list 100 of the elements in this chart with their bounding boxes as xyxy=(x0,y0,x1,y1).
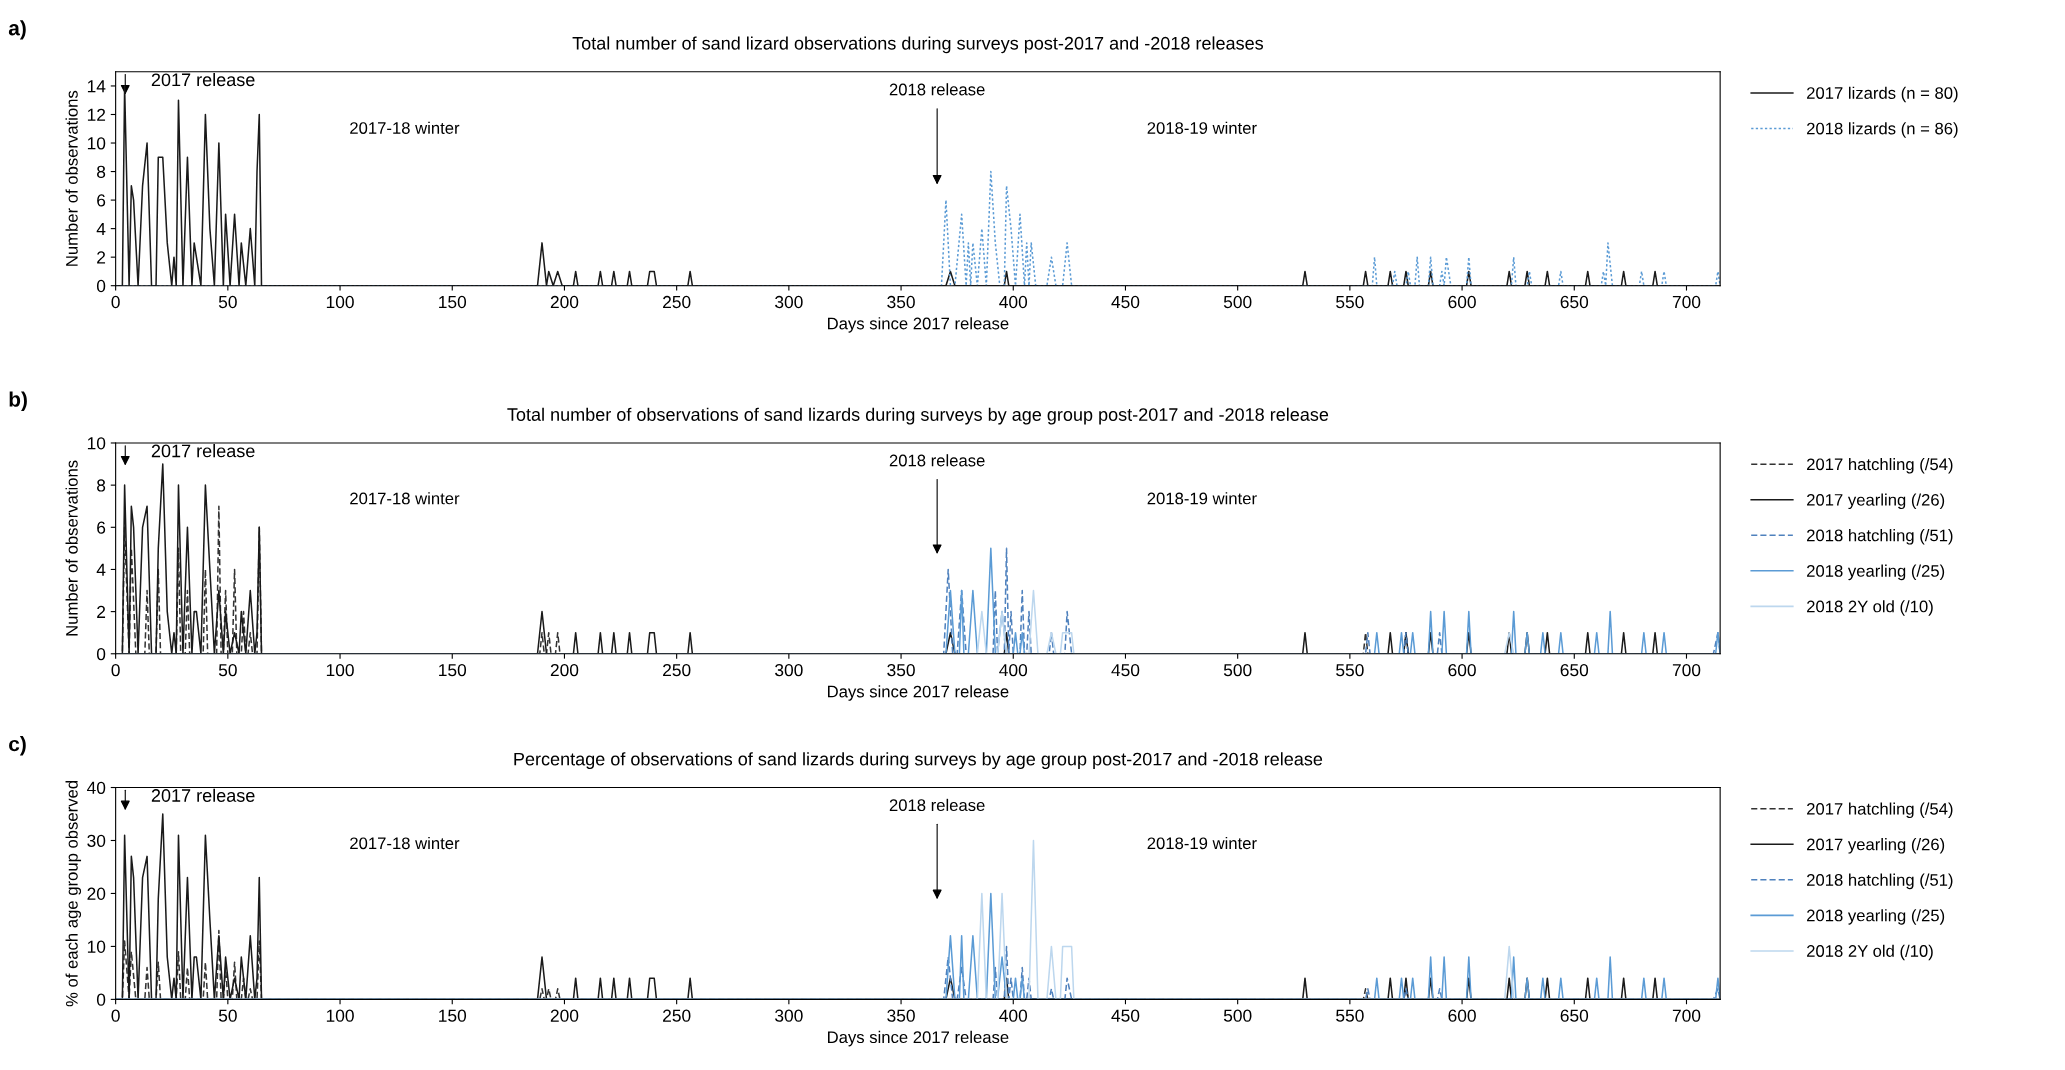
x-tick-label: 200 xyxy=(550,663,579,677)
x-tick-label: 450 xyxy=(1111,1009,1140,1022)
x-tick-label: 650 xyxy=(1560,295,1589,309)
x-tick-label: 700 xyxy=(1672,663,1701,677)
y-axis-title: Number of observations xyxy=(65,460,78,636)
text: a) xyxy=(8,20,26,40)
x-tick-label: 450 xyxy=(1111,295,1140,309)
annotation: 2018-19 winter xyxy=(1147,121,1257,134)
x-tick-label: 400 xyxy=(999,295,1028,309)
x-tick-label: 400 xyxy=(999,663,1028,677)
y-tick-label: 2 xyxy=(97,251,106,264)
annotation: 2018-19 winter xyxy=(1147,492,1257,505)
x-tick-label: 350 xyxy=(887,663,915,677)
annotation: 2018 release xyxy=(889,83,985,96)
y-axis-title: Number of observations xyxy=(65,90,78,266)
x-tick-label: 500 xyxy=(1223,663,1252,677)
x-axis-title: Days since 2017 release xyxy=(828,317,1009,333)
x-tick-label: 400 xyxy=(999,1009,1028,1022)
x-tick-label: 700 xyxy=(1672,295,1701,309)
y-axis-title: % of each age group observed xyxy=(65,781,82,1007)
y-tick-label: 0 xyxy=(96,279,106,293)
annotation: 2017 release xyxy=(151,788,255,802)
x-tick-label: 50 xyxy=(218,295,237,309)
x-tick-label: 250 xyxy=(663,1009,691,1022)
text: c) xyxy=(9,736,26,756)
annotation: 2018 release xyxy=(889,454,985,467)
x-tick-label: 650 xyxy=(1560,1009,1589,1022)
legend-label: 2018 yearling (/25) xyxy=(1807,564,1945,581)
y-tick-label: 14 xyxy=(87,80,106,93)
y-tick-label: 30 xyxy=(87,834,106,847)
x-tick-label: 100 xyxy=(326,295,354,309)
annotation: 2017 release xyxy=(151,444,255,458)
y-tick-label: 2 xyxy=(97,605,106,618)
x-tick-label: 0 xyxy=(111,663,120,677)
x-tick-label: 200 xyxy=(550,1009,579,1022)
x-tick-label: 150 xyxy=(439,295,467,309)
x-tick-label: 100 xyxy=(326,663,354,677)
x-tick-label: 300 xyxy=(775,663,803,677)
y-tick-label: 10 xyxy=(87,940,106,953)
annotation: 2017-18 winter xyxy=(350,836,460,850)
legend-label: 2017 yearling (/26) xyxy=(1807,838,1945,854)
text: b) xyxy=(9,391,27,411)
y-tick-label: 4 xyxy=(96,563,106,576)
x-tick-label: 600 xyxy=(1448,295,1476,309)
x-tick-label: 500 xyxy=(1223,1009,1252,1022)
legend-label: 2018 hatchling (/51) xyxy=(1807,529,1953,545)
legend-label: 2018 lizards (n = 86) xyxy=(1807,122,1958,138)
x-tick-label: 500 xyxy=(1223,295,1252,309)
x-axis-title: Days since 2017 release xyxy=(828,1030,1009,1047)
x-tick-label: 250 xyxy=(663,663,691,677)
chart-title: Total number of observations of sand lizards during surveys by age group post-2017 and -2018 release xyxy=(507,407,1329,425)
x-tick-label: 650 xyxy=(1560,663,1589,677)
x-tick-label: 350 xyxy=(887,295,915,309)
x-tick-label: 150 xyxy=(439,663,467,677)
annotation: 2017-18 winter xyxy=(350,492,460,505)
annotation: 2018-19 winter xyxy=(1147,836,1257,850)
x-tick-label: 450 xyxy=(1111,663,1140,677)
y-tick-label: 0 xyxy=(96,993,106,1006)
x-tick-label: 200 xyxy=(550,295,579,309)
x-tick-label: 150 xyxy=(439,1009,467,1022)
x-tick-label: 600 xyxy=(1448,1009,1476,1022)
x-tick-label: 300 xyxy=(775,1009,803,1022)
y-tick-label: 10 xyxy=(87,137,106,150)
legend-label: 2018 hatchling (/51) xyxy=(1807,873,1953,890)
chart-title: Total number of sand lizard observations during surveys post-2017 and -2018 releases xyxy=(572,36,1264,54)
y-tick-label: 4 xyxy=(96,222,106,235)
legend-label: 2018 yearling (/25) xyxy=(1807,909,1945,925)
x-axis-title: Days since 2017 release xyxy=(828,685,1009,701)
x-tick-label: 600 xyxy=(1448,663,1476,677)
x-tick-label: 50 xyxy=(218,1009,237,1022)
legend-label: 2017 yearling (/26) xyxy=(1807,493,1945,510)
x-tick-label: 700 xyxy=(1672,1009,1701,1022)
y-tick-label: 20 xyxy=(87,887,106,900)
legend-label: 2018 2Y old (/10) xyxy=(1807,944,1933,961)
y-tick-label: 0 xyxy=(96,647,106,661)
annotation: 2018 release xyxy=(889,798,985,812)
y-tick-label: 40 xyxy=(87,781,106,794)
x-tick-label: 550 xyxy=(1336,295,1364,309)
x-tick-label: 100 xyxy=(326,1009,354,1022)
x-tick-label: 0 xyxy=(111,295,120,309)
y-tick-label: 8 xyxy=(97,479,106,492)
y-tick-label: 6 xyxy=(97,521,106,534)
x-tick-label: 0 xyxy=(111,1009,120,1022)
x-tick-label: 50 xyxy=(218,663,237,677)
y-tick-label: 10 xyxy=(87,437,106,450)
annotation: 2017-18 winter xyxy=(350,121,460,134)
y-tick-label: 8 xyxy=(97,165,106,179)
x-tick-label: 250 xyxy=(663,295,691,309)
legend-label: 2017 lizards (n = 80) xyxy=(1807,86,1958,103)
x-tick-label: 350 xyxy=(887,1009,915,1022)
x-tick-label: 300 xyxy=(775,295,803,309)
y-tick-label: 12 xyxy=(87,108,106,121)
legend-label: 2017 hatchling (/54) xyxy=(1807,802,1953,819)
annotation: 2017 release xyxy=(151,72,255,87)
legend-label: 2018 2Y old (/10) xyxy=(1807,600,1933,616)
chart-title: Percentage of observations of sand lizards during surveys by age group post-2017 and -2018 release xyxy=(514,752,1323,770)
y-tick-label: 6 xyxy=(97,194,106,207)
x-tick-label: 550 xyxy=(1336,663,1364,677)
x-tick-label: 550 xyxy=(1336,1009,1364,1022)
legend-label: 2017 hatchling (/54) xyxy=(1807,457,1953,474)
